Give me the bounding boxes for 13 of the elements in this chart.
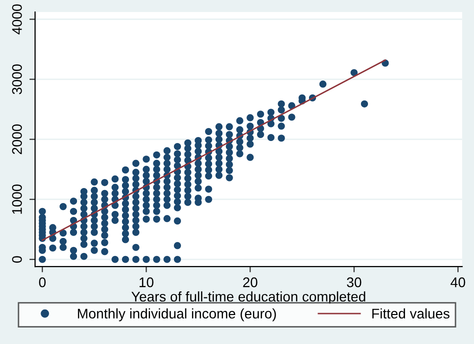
x-tick-label: 40 bbox=[450, 277, 466, 288]
y-tick-label: 2000 bbox=[12, 124, 22, 154]
x-tick-label: 10 bbox=[140, 277, 154, 288]
x-tick-label: 20 bbox=[243, 277, 258, 288]
x-tick-label: 30 bbox=[346, 277, 362, 288]
y-tick-label: 3000 bbox=[12, 64, 22, 94]
x-tick-label: 0 bbox=[39, 277, 46, 288]
legend-label: Monthly individual income (euro) bbox=[78, 308, 276, 322]
y-tick-label: 1000 bbox=[12, 184, 22, 214]
x-axis-title: Years of full-time education completed bbox=[131, 291, 366, 304]
y-tick-label: 0 bbox=[12, 256, 22, 263]
legend-label: Fitted values bbox=[372, 308, 450, 319]
y-tick-label: 4000 bbox=[12, 4, 22, 34]
